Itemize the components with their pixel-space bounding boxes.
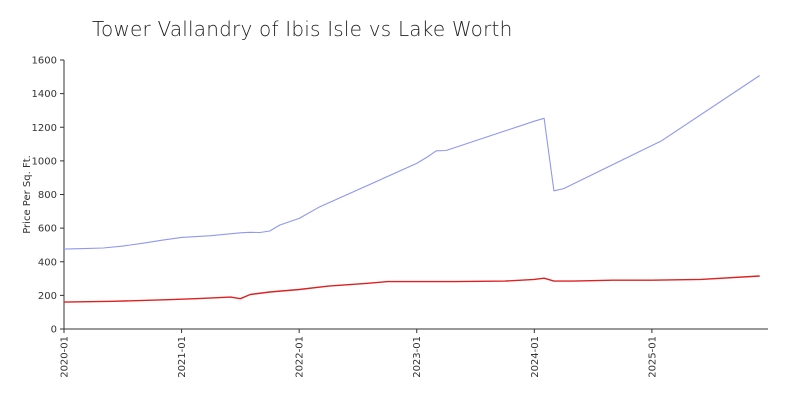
y-tick-label: 600 (38, 224, 57, 235)
series-line-1 (63, 75, 761, 250)
x-tick-label: 2023-01 (412, 336, 423, 378)
y-tick-label: 200 (38, 291, 57, 302)
x-tick-label: 2024-01 (530, 336, 541, 378)
chart-title: Tower Vallandry of Ibis Isle vs Lake Wor… (92, 17, 513, 41)
y-tick-label: 0 (51, 325, 57, 336)
x-tick-label: 2021-01 (177, 336, 188, 378)
y-tick-label: 400 (38, 257, 57, 268)
y-tick-label: 1600 (32, 56, 57, 67)
x-tick-label: 2025-01 (647, 336, 658, 378)
x-tick-label: 2020-01 (60, 336, 71, 378)
series-line-2 (63, 275, 760, 303)
y-tick-label: 800 (38, 190, 57, 201)
y-axis-label: Price Per Sq. Ft. (22, 155, 33, 234)
y-tick-label: 1400 (32, 89, 57, 100)
y-tick-label: 1000 (32, 156, 57, 167)
y-tick-label: 1200 (32, 123, 57, 134)
x-tick-label: 2022-01 (295, 336, 306, 378)
